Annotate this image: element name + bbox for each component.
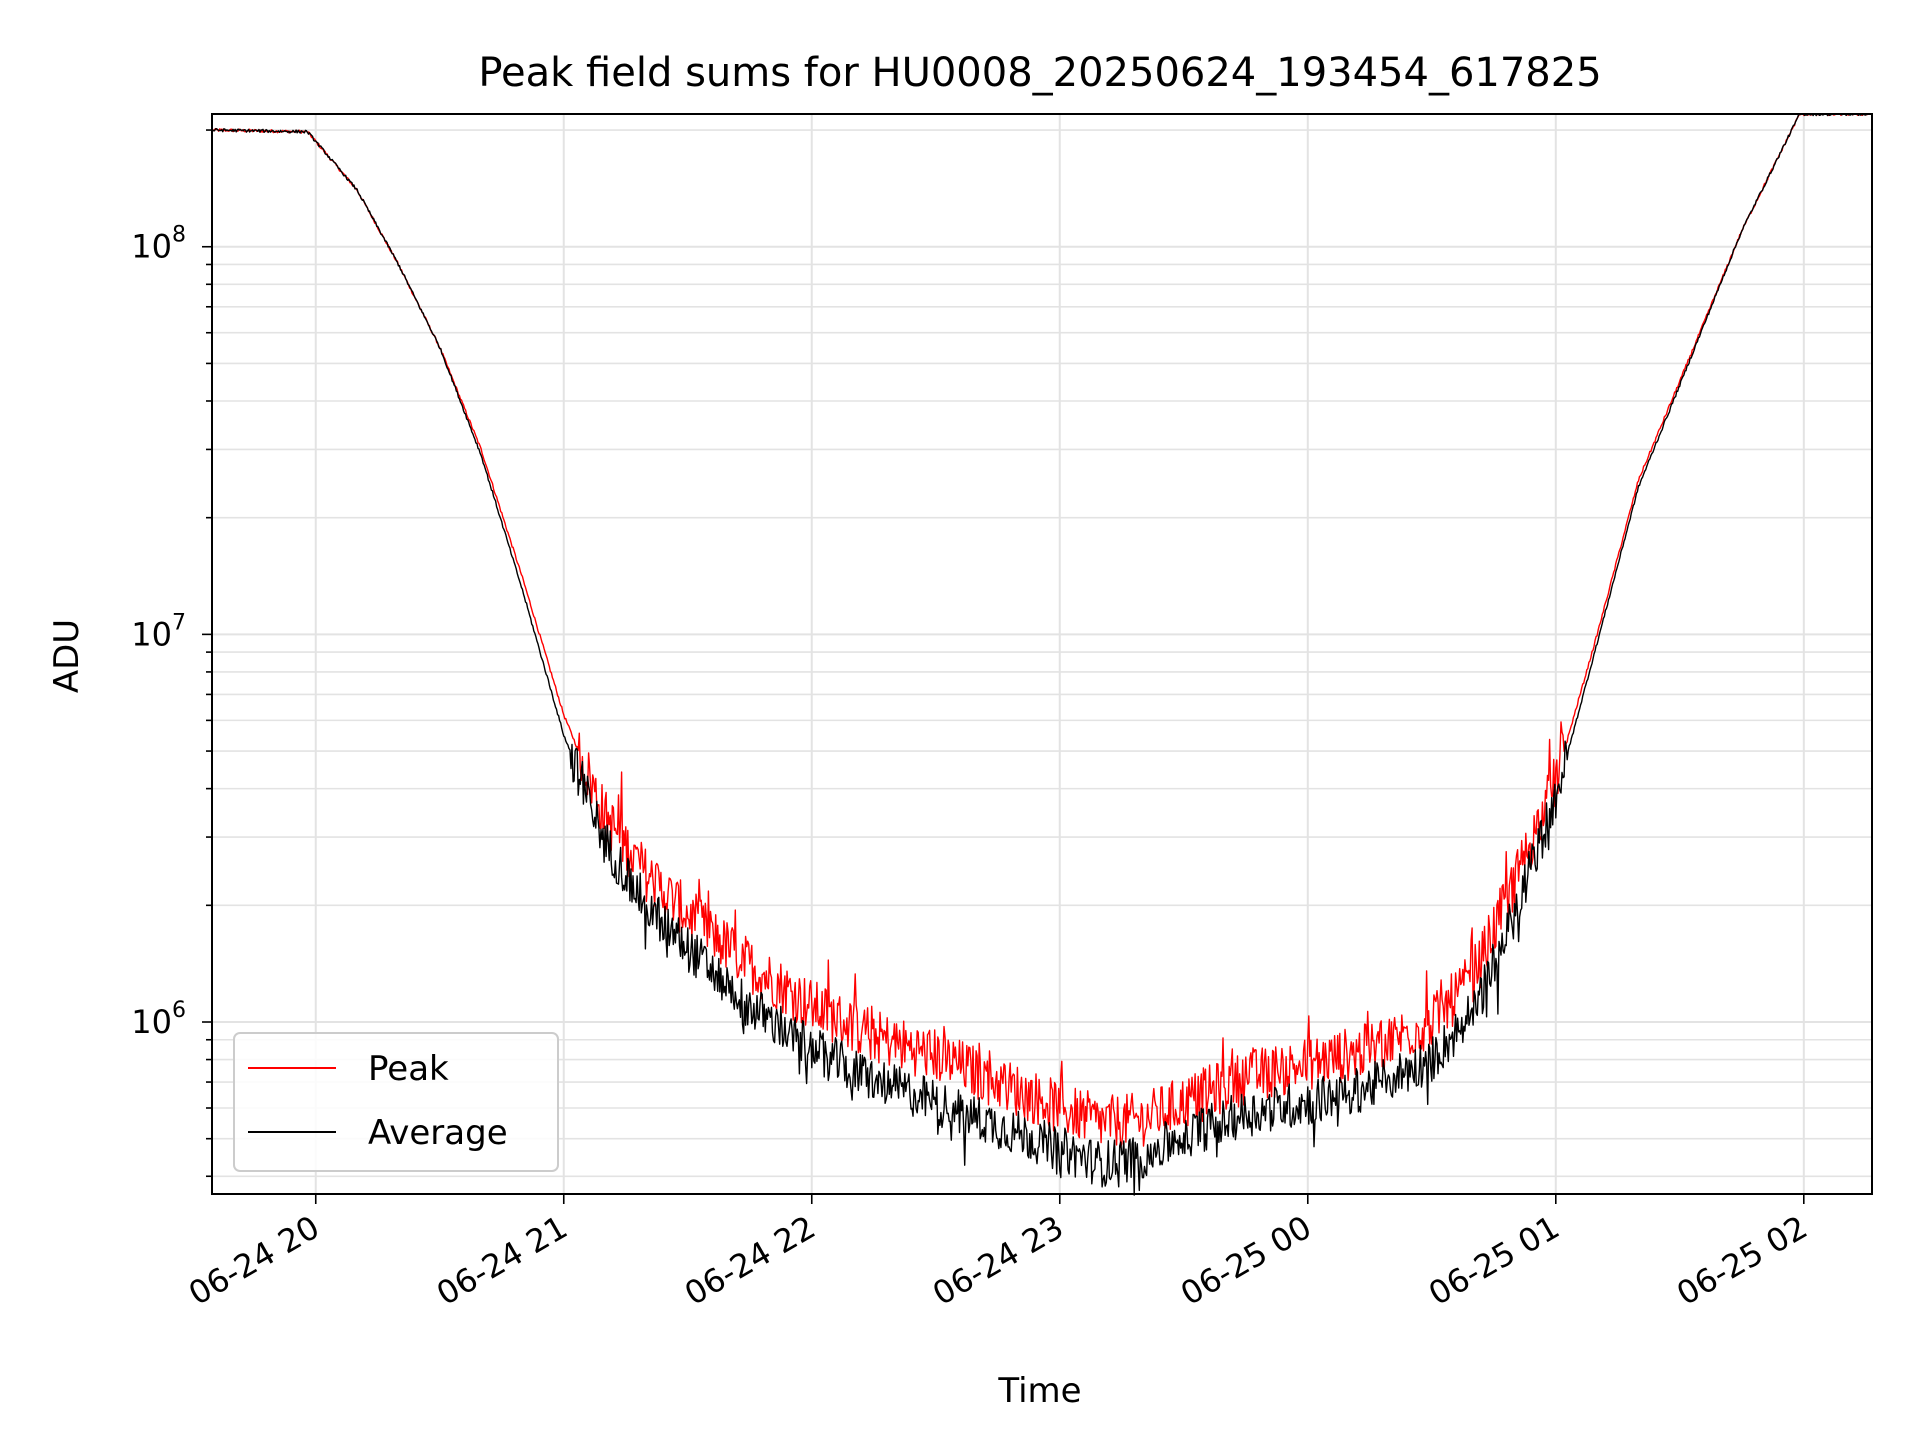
legend-label-peak: Peak bbox=[368, 1049, 449, 1089]
y-tick-label: 108 bbox=[131, 223, 186, 266]
plot-frame bbox=[211, 113, 1873, 1195]
y-tick-label: 107 bbox=[131, 610, 186, 653]
legend: Peak Average bbox=[233, 1032, 559, 1172]
x-axis-label: Time bbox=[997, 1371, 1081, 1411]
plot-lines bbox=[211, 113, 1870, 1196]
series-line-average bbox=[211, 113, 1870, 1196]
chart-title: Peak field sums for HU0008_20250624_1934… bbox=[478, 50, 1601, 96]
legend-label-average: Average bbox=[368, 1113, 508, 1153]
series-line-peak bbox=[211, 113, 1870, 1149]
y-axis-label: ADU bbox=[47, 619, 87, 693]
y-tick-label: 106 bbox=[131, 998, 186, 1041]
